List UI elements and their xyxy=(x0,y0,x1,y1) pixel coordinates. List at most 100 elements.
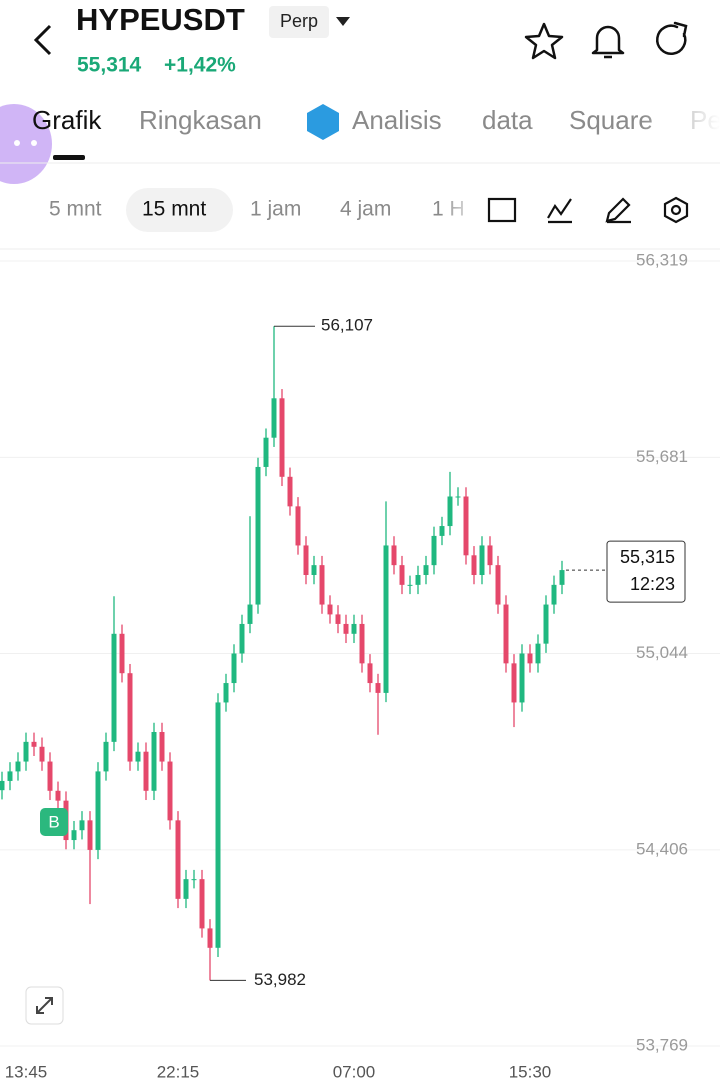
last-price: 55,315 xyxy=(620,547,675,567)
x-tick-label: 22:15 xyxy=(157,1062,200,1081)
candle-body xyxy=(87,820,93,850)
candle-body xyxy=(279,398,285,477)
interval-selected xyxy=(126,188,233,232)
contract: Perp xyxy=(280,11,318,31)
back-button[interactable] xyxy=(33,24,52,56)
trade-marker-box xyxy=(40,808,68,836)
candle-body xyxy=(255,466,261,605)
share-icon[interactable] xyxy=(655,21,688,56)
candle-body xyxy=(239,623,245,654)
candle-body xyxy=(47,761,53,791)
candle-body xyxy=(431,535,437,566)
candle-body xyxy=(191,879,197,881)
candle-body xyxy=(319,565,325,605)
high-label: 56,107 xyxy=(321,316,373,335)
candle-body xyxy=(143,751,149,791)
candle-body xyxy=(503,604,509,664)
price: 55,314 xyxy=(77,54,142,77)
interval[interactable]: 1 jam xyxy=(250,198,301,221)
candle-body xyxy=(463,496,469,556)
indicator-icon[interactable] xyxy=(547,198,572,224)
candle-body xyxy=(423,565,429,575)
candle-body xyxy=(375,683,381,693)
candle-body xyxy=(263,437,269,467)
candle-body xyxy=(359,623,365,664)
dropdown-icon[interactable] xyxy=(336,17,350,26)
candle-body xyxy=(407,584,413,586)
candle-body xyxy=(559,570,565,585)
settings-icon-center xyxy=(670,204,682,216)
settings-icon[interactable] xyxy=(663,196,689,224)
candle-body xyxy=(495,565,501,605)
candle-body xyxy=(471,555,477,575)
candle-body xyxy=(95,771,101,850)
candle-body xyxy=(55,790,61,801)
tab[interactable]: Ringkasan xyxy=(139,105,262,135)
y-tick-label: 56,319 xyxy=(636,250,688,269)
candle-body xyxy=(295,506,301,546)
alert-icon[interactable] xyxy=(591,25,625,59)
candle-body xyxy=(223,683,229,703)
candle-body xyxy=(151,732,157,791)
candle-body xyxy=(327,604,333,615)
candle-body xyxy=(399,565,405,585)
candle-body xyxy=(103,741,109,772)
tab[interactable]: Square xyxy=(569,105,653,135)
candle-body xyxy=(31,741,37,747)
candle-body xyxy=(383,545,389,693)
candle-body xyxy=(215,702,221,948)
symbol: HYPEUSDT xyxy=(76,2,245,37)
interval-fade xyxy=(440,190,480,230)
last-price-box xyxy=(606,540,686,603)
candle-body xyxy=(0,780,5,791)
fullscreen-icon xyxy=(36,997,53,1014)
bubble-eye xyxy=(14,140,20,146)
tab[interactable]: Analisis xyxy=(352,105,442,135)
candle-body xyxy=(351,623,357,634)
candle-body xyxy=(247,604,253,624)
candle-body xyxy=(15,761,21,772)
y-tick-label: 54,406 xyxy=(636,839,688,858)
candle-body xyxy=(119,633,125,674)
candle-body xyxy=(79,820,85,831)
candle-body xyxy=(311,565,317,575)
y-tick-label: 53,769 xyxy=(636,1035,688,1054)
interval[interactable]: 15 mnt xyxy=(142,198,206,221)
change: +1,42% xyxy=(164,54,236,77)
x-tick-label: 15:30 xyxy=(509,1062,552,1081)
favorite-icon[interactable] xyxy=(524,22,564,60)
candle-body xyxy=(39,746,45,762)
assistant-bubble[interactable] xyxy=(0,104,52,184)
x-tick-label: 13:45 xyxy=(5,1062,48,1081)
candle-body xyxy=(535,643,541,664)
tab[interactable]: data xyxy=(482,105,533,135)
candle-body xyxy=(343,623,349,634)
bubble-eye xyxy=(31,140,37,146)
y-tick-label: 55,681 xyxy=(636,447,688,466)
candle-body xyxy=(7,771,13,781)
candle-body xyxy=(199,879,205,929)
candle-body xyxy=(111,633,117,742)
low-label: 53,982 xyxy=(254,970,306,989)
candle-body xyxy=(543,604,549,644)
candle-body xyxy=(487,545,493,566)
interval[interactable]: 4 jam xyxy=(340,198,391,221)
tab-fade xyxy=(640,95,720,155)
candle-body xyxy=(231,653,237,684)
candle-body xyxy=(23,741,29,762)
candle-body xyxy=(175,820,181,899)
candle-body xyxy=(127,673,133,762)
layout-icon[interactable] xyxy=(487,197,517,223)
interval[interactable]: 5 mnt xyxy=(49,198,102,221)
draw-icon[interactable] xyxy=(605,197,631,224)
candle-body xyxy=(71,830,77,841)
trade-marker: B xyxy=(48,812,59,831)
tab[interactable]: Grafik xyxy=(32,105,102,135)
contract-badge[interactable] xyxy=(269,6,329,38)
tab-indicator xyxy=(53,155,85,160)
ai-icon xyxy=(307,104,339,140)
candle-body xyxy=(183,879,189,899)
candle-body xyxy=(303,545,309,575)
candle-body xyxy=(367,663,373,684)
